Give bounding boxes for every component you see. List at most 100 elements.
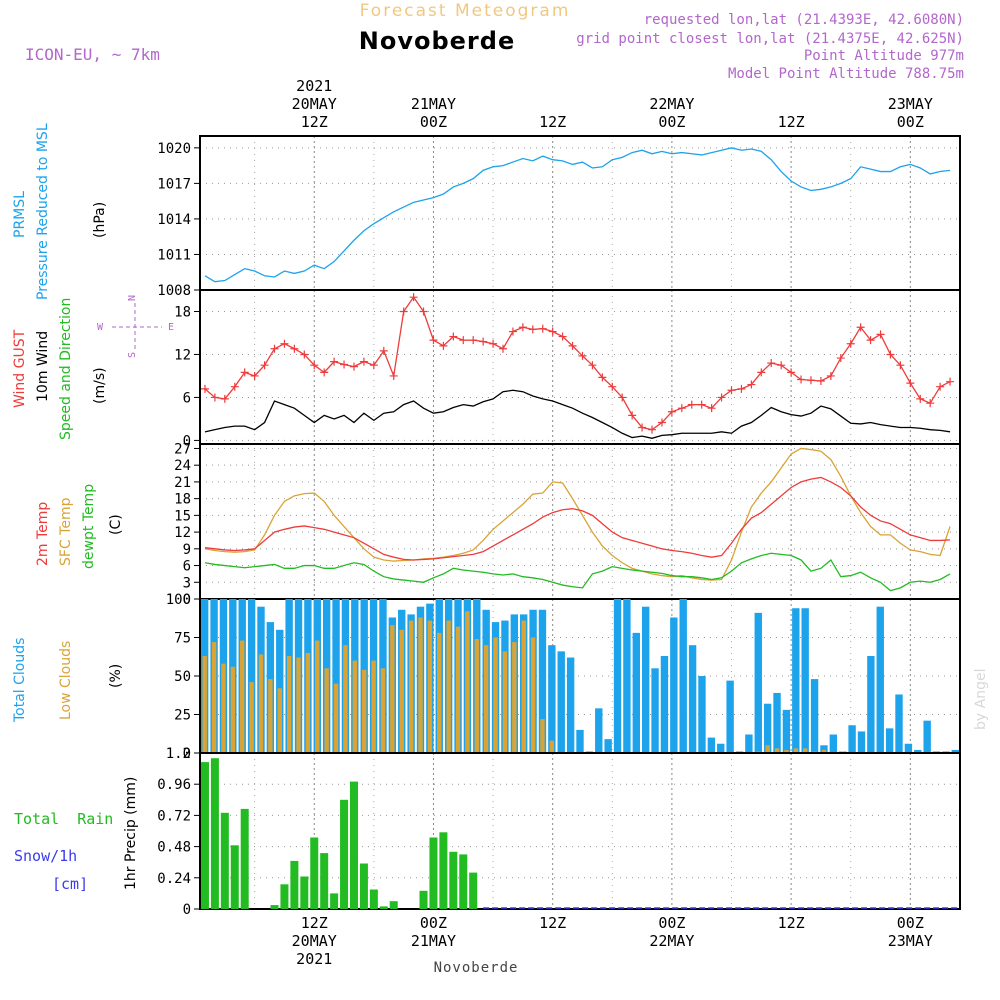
low-clouds-bar xyxy=(399,629,404,753)
gust-marker xyxy=(449,332,458,341)
gust-marker xyxy=(300,350,309,359)
low-clouds-bar xyxy=(540,719,545,753)
wind-ytick-label: 18 xyxy=(174,304,191,320)
total-clouds-bar xyxy=(763,703,772,753)
gust-marker xyxy=(469,336,478,345)
total-clouds-bar xyxy=(773,692,781,753)
clouds-panel: 0 25 50 75 100 xyxy=(166,592,961,762)
total-clouds-bar xyxy=(688,645,697,753)
gust-marker xyxy=(946,377,955,386)
total-clouds-bar xyxy=(848,725,856,753)
low-clouds-bar xyxy=(774,748,780,753)
low-clouds-bar xyxy=(427,620,433,753)
temp-ytick-label: 12 xyxy=(174,525,191,541)
pressure-panel: 1008 1011 1014 1017 1020 xyxy=(157,135,961,299)
compass-east: E xyxy=(168,322,174,333)
gust-marker xyxy=(588,361,597,370)
rain-bar xyxy=(419,890,428,909)
bottom-time-label: 20MAY xyxy=(292,932,337,950)
wind-panel: 0 6 12 18 xyxy=(174,289,961,449)
low-clouds-bar xyxy=(240,640,245,753)
clouds-ytick-label: 50 xyxy=(174,669,191,685)
total-clouds-bar xyxy=(820,745,828,753)
gust-marker xyxy=(538,324,547,333)
clouds-ytick-label: 25 xyxy=(174,708,191,724)
wind-gust-label: Wind GUST xyxy=(12,329,28,408)
rain-label: Total Rain xyxy=(14,810,113,828)
rain-bar xyxy=(270,905,279,909)
gust-marker xyxy=(787,368,796,377)
gust-line xyxy=(204,296,951,431)
precip-ytick-label: 0.96 xyxy=(157,777,191,793)
bottom-time-label: 12Z xyxy=(301,914,328,932)
gust-marker xyxy=(797,375,806,384)
bottom-time-label: 00Z xyxy=(658,914,685,932)
wind-speed-direction-label: Speed and Direction xyxy=(58,298,74,440)
gust-marker xyxy=(429,336,438,345)
bottom-time-label: 12Z xyxy=(539,914,566,932)
gust-marker xyxy=(667,407,676,416)
dewpt-line xyxy=(204,552,951,592)
rain-bar xyxy=(330,893,339,909)
gust-marker xyxy=(359,357,368,366)
precip-frame xyxy=(199,752,961,910)
rain-bar xyxy=(449,851,458,909)
total-clouds-bar xyxy=(707,737,716,753)
total-clouds-bar xyxy=(876,606,884,753)
low-clouds-bar xyxy=(530,637,536,753)
gust-marker xyxy=(866,336,875,345)
rain-bar xyxy=(340,799,349,909)
temp-ytick-label: 0 xyxy=(183,592,191,608)
top-time-label: 12Z xyxy=(539,113,566,131)
temp-2m-line xyxy=(204,476,951,561)
gust-marker xyxy=(568,341,577,350)
compass-south: S xyxy=(127,352,138,358)
temp-ytick-label: 15 xyxy=(174,508,191,524)
precip-panel: 0 0.24 0.48 0.72 0.96 1.2 xyxy=(157,746,961,918)
gust-marker xyxy=(578,351,587,360)
gust-marker xyxy=(598,373,607,382)
pressure-ytick-label: 1017 xyxy=(157,176,191,192)
total-clouds-bar xyxy=(538,609,547,753)
total-clouds-bar xyxy=(745,734,753,753)
gust-marker xyxy=(916,394,925,403)
low-clouds-bar xyxy=(277,688,282,753)
low-clouds-bar xyxy=(821,749,827,753)
low-clouds-bar xyxy=(333,683,339,753)
compass-north: N xyxy=(127,295,138,301)
bottom-time-label: 2021 xyxy=(296,950,332,968)
low-clouds-bar xyxy=(371,660,376,753)
gust-marker xyxy=(757,368,766,377)
gust-marker xyxy=(906,379,915,388)
total-clouds-bar xyxy=(604,739,612,753)
gust-marker xyxy=(409,293,418,302)
total-clouds-bar xyxy=(557,651,565,753)
gust-marker xyxy=(489,339,498,348)
bottom-time-label: 21MAY xyxy=(411,932,456,950)
temp-ytick-label: 18 xyxy=(174,492,191,508)
total-clouds-bar xyxy=(885,728,894,753)
wind-10m-label: 10m Wind xyxy=(35,331,51,402)
gust-marker xyxy=(836,354,845,363)
bottom-time-label: 23MAY xyxy=(888,932,933,950)
low-clouds-bar xyxy=(765,745,770,753)
gust-marker xyxy=(330,357,339,366)
rain-bar xyxy=(429,837,438,909)
gust-marker xyxy=(816,376,825,385)
gust-marker xyxy=(767,359,776,368)
total-clouds-bar xyxy=(247,599,256,753)
total-clouds-bar xyxy=(754,612,762,753)
low-clouds-bar xyxy=(455,626,461,753)
total-clouds-bar xyxy=(726,680,734,753)
location-title: Novoberde xyxy=(359,27,515,55)
snow-unit: [cm] xyxy=(52,875,88,893)
gust-marker xyxy=(926,399,935,408)
total-clouds-bar xyxy=(782,709,791,753)
gust-marker xyxy=(608,382,617,391)
total-clouds-label: Total Clouds xyxy=(12,638,28,723)
temp-2m-label: 2m Temp xyxy=(35,502,51,566)
top-time-label: 2021 xyxy=(296,77,332,95)
low-clouds-bar xyxy=(258,654,264,753)
